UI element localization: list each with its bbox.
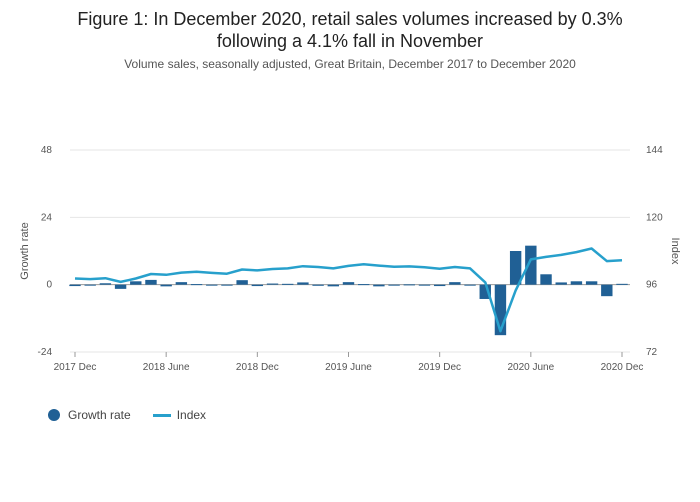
growth-rate-bars [69, 245, 628, 336]
growth-rate-bar [570, 281, 583, 285]
growth-rate-bar [601, 284, 613, 297]
growth-rate-bar [525, 245, 537, 285]
growth-rate-bar [449, 282, 461, 285]
legend-growth-rate[interactable]: Growth rate [48, 408, 131, 422]
growth-rate-bar [130, 281, 142, 285]
legend-growth-rate-swatch [48, 409, 60, 421]
left-tick-label: 0 [46, 280, 52, 291]
legend-index-swatch [152, 413, 171, 417]
growth-rate-bar [99, 283, 112, 285]
grid-lines [70, 149, 630, 353]
chart-legend: Growth rate Index [48, 408, 228, 422]
growth-rate-bar [540, 274, 552, 285]
chart-title: Figure 1: In December 2020, retail sales… [77, 9, 623, 51]
axes: -24 72 0 96 24 120 48 144 2017 Dec 2018 June 2018 … [38, 145, 664, 373]
growth-rate-bar [297, 282, 309, 285]
growth-rate-bar [373, 284, 385, 287]
growth-rate-bar [282, 283, 294, 285]
left-axis-label: Growth rate [19, 222, 31, 279]
right-tick-label: 96 [646, 280, 658, 291]
growth-rate-bar [616, 283, 628, 285]
x-tick-label: 2017 Dec [54, 362, 97, 373]
growth-rate-bar [145, 279, 157, 285]
x-tick-label: 2018 June [143, 362, 190, 373]
right-tick-label: 120 [646, 212, 663, 223]
growth-rate-bar [236, 280, 248, 285]
growth-rate-bar [312, 284, 324, 286]
x-tick-label: 2018 Dec [236, 362, 279, 373]
x-tick-label: 2020 June [507, 362, 554, 373]
growth-rate-bar [433, 284, 446, 287]
growth-rate-bar [464, 284, 476, 286]
chart-subtitle: Volume sales, seasonally adjusted, Great… [124, 57, 576, 71]
growth-rate-bar [403, 284, 415, 286]
growth-rate-bar [388, 284, 400, 286]
growth-rate-bar [160, 284, 172, 287]
growth-rate-bar [327, 284, 340, 287]
growth-rate-bar [206, 284, 218, 286]
left-tick-label: -24 [38, 347, 53, 358]
growth-rate-bar [509, 251, 522, 285]
growth-rate-bar [251, 284, 264, 287]
growth-rate-bar [418, 284, 431, 286]
x-tick-label: 2019 June [325, 362, 372, 373]
growth-rate-bar [190, 284, 203, 286]
growth-rate-bar [585, 281, 598, 285]
right-tick-label: 144 [646, 145, 663, 156]
growth-rate-bar [479, 284, 491, 299]
left-tick-label: 24 [41, 212, 53, 223]
x-tick-label: 2019 Dec [418, 362, 461, 373]
legend-index[interactable]: Index [152, 408, 207, 422]
growth-rate-bar [69, 284, 81, 287]
growth-rate-bar [114, 284, 127, 289]
right-tick-label: 72 [646, 347, 658, 358]
growth-rate-bar [175, 282, 188, 285]
index-series-line [74, 247, 623, 333]
legend-growth-rate-label: Growth rate [68, 408, 131, 422]
growth-rate-bar [266, 283, 279, 285]
left-tick-label: 48 [41, 145, 53, 156]
growth-rate-bar [494, 284, 507, 336]
growth-rate-bar [357, 284, 370, 286]
legend-index-label: Index [176, 408, 207, 422]
right-axis-label: Index [669, 238, 681, 265]
growth-rate-bar [555, 282, 567, 285]
growth-rate-bar [342, 282, 355, 285]
growth-rate-bar [84, 284, 96, 286]
growth-rate-bar [221, 284, 233, 286]
x-tick-label: 2020 Dec [601, 362, 644, 373]
